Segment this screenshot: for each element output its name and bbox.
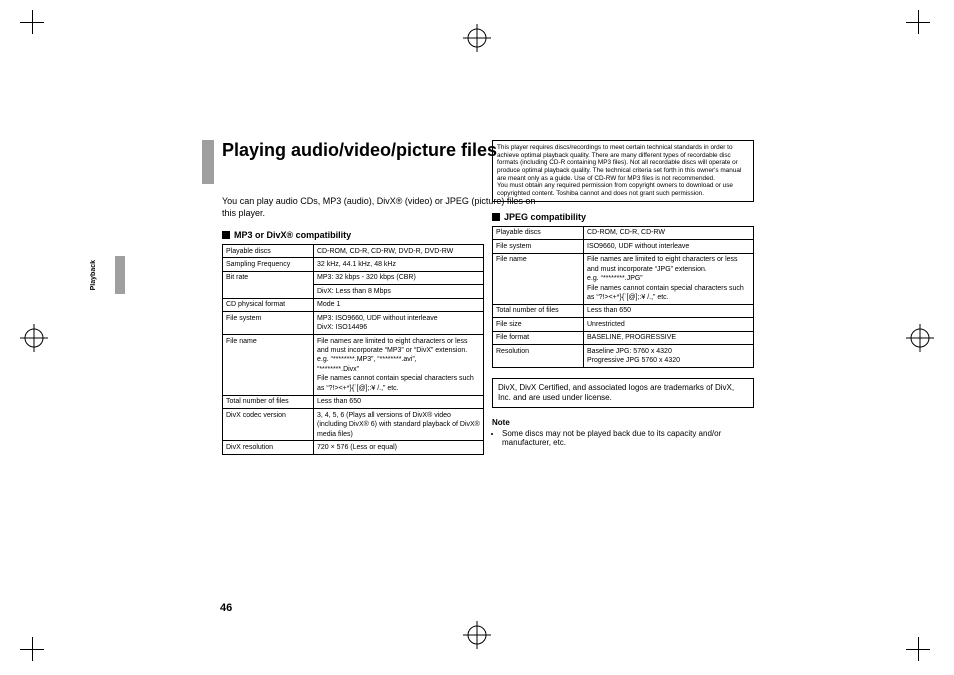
registration-mark-top xyxy=(463,24,491,54)
trademark-box: DivX, DivX Certified, and associated log… xyxy=(492,378,754,408)
jpeg-heading: JPEG compatibility xyxy=(492,212,754,222)
registration-mark-left xyxy=(20,324,48,352)
table-cell: Sampling Frequency xyxy=(223,258,314,271)
table-cell: CD-ROM, CD-R, CD-RW xyxy=(584,226,754,239)
table-cell: 32 kHz, 44.1 kHz, 48 kHz xyxy=(314,258,484,271)
bullet-square-icon xyxy=(492,213,500,221)
table-cell: 3, 4, 5, 6 (Plays all versions of DivX® … xyxy=(314,409,484,441)
column-left: MP3 or DivX® compatibility Playable disc… xyxy=(222,230,484,455)
table-cell: Bit rate xyxy=(223,271,314,298)
table-cell: Unrestricted xyxy=(584,318,754,331)
title-rule xyxy=(202,140,214,184)
sidebar-bar xyxy=(115,256,125,294)
table-cell: Playable discs xyxy=(223,245,314,258)
column-right: This player requires discs/recordings to… xyxy=(492,140,754,447)
crop-mark xyxy=(20,10,48,38)
table-cell: File names are limited to eight characte… xyxy=(584,253,754,304)
jpeg-table: Playable discsCD-ROM, CD-R, CD-RW File s… xyxy=(492,226,754,368)
table-cell: MP3: 32 kbps - 320 kbps (CBR) xyxy=(314,271,484,284)
mp3-divx-heading: MP3 or DivX® compatibility xyxy=(222,230,484,240)
table-cell: File size xyxy=(493,318,584,331)
note-section: Note Some discs may not be played back d… xyxy=(492,418,754,447)
table-cell: CD-ROM, CD-R, CD-RW, DVD-R, DVD-RW xyxy=(314,245,484,258)
crop-mark xyxy=(906,637,934,665)
page-title: Playing audio/video/picture files xyxy=(222,140,497,161)
table-cell: File format xyxy=(493,331,584,344)
table-cell: BASELINE, PROGRESSIVE xyxy=(584,331,754,344)
note-item: Some discs may not be played back due to… xyxy=(502,429,754,447)
section-tab: Playback xyxy=(90,260,97,290)
page-body: Playback Playing audio/video/picture fil… xyxy=(140,80,940,610)
table-cell: ISO9660, UDF without interleave xyxy=(584,240,754,253)
table-cell: File name xyxy=(493,253,584,304)
table-cell: DivX: Less than 8 Mbps xyxy=(314,285,484,298)
table-cell: Resolution xyxy=(493,345,584,368)
table-cell: DivX codec version xyxy=(223,409,314,441)
table-cell: File name xyxy=(223,335,314,396)
table-cell: Baseline JPG: 5760 x 4320 Progressive JP… xyxy=(584,345,754,368)
table-cell: Mode 1 xyxy=(314,298,484,311)
table-cell: Total number of files xyxy=(493,304,584,317)
table-cell: Less than 650 xyxy=(584,304,754,317)
page-number: 46 xyxy=(220,602,232,614)
note-heading: Note xyxy=(492,418,754,427)
bullet-square-icon xyxy=(222,231,230,239)
table-cell: 720 × 576 (Less or equal) xyxy=(314,441,484,454)
crop-mark xyxy=(906,10,934,38)
table-cell: MP3: ISO9660, UDF without interleave Div… xyxy=(314,312,484,335)
table-cell: File system xyxy=(493,240,584,253)
table-cell: Total number of files xyxy=(223,395,314,408)
registration-mark-bottom xyxy=(463,621,491,651)
mp3-divx-table: Playable discsCD-ROM, CD-R, CD-RW, DVD-R… xyxy=(222,244,484,455)
crop-mark xyxy=(20,637,48,665)
table-cell: File names are limited to eight characte… xyxy=(314,335,484,396)
table-cell: Less than 650 xyxy=(314,395,484,408)
table-cell: File system xyxy=(223,312,314,335)
disclaimer-box: This player requires discs/recordings to… xyxy=(492,140,754,202)
table-cell: Playable discs xyxy=(493,226,584,239)
table-cell: DivX resolution xyxy=(223,441,314,454)
table-cell: CD physical format xyxy=(223,298,314,311)
